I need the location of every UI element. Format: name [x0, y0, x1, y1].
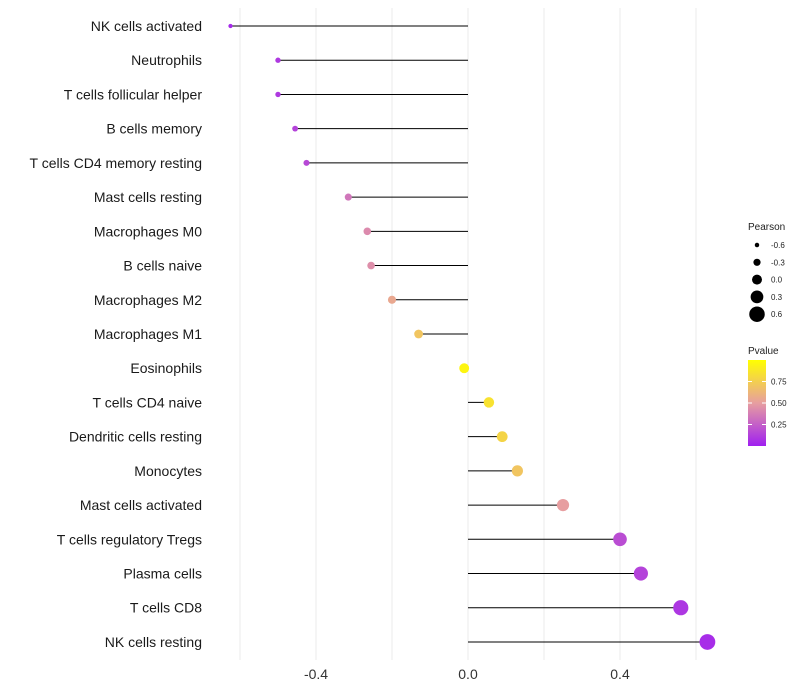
- size-legend-label: 0.6: [771, 310, 783, 319]
- colorbar-label: 0.75: [771, 378, 787, 387]
- x-tick-label: 0.4: [610, 666, 630, 682]
- category-label: T cells CD8: [130, 600, 202, 616]
- size-legend-dot: [753, 258, 761, 266]
- lollipop-point: [387, 295, 397, 304]
- grid-lines: [239, 8, 697, 660]
- lollipop-point: [275, 91, 281, 98]
- size-legend-label: -0.3: [771, 258, 785, 267]
- lollipop-point: [496, 431, 508, 443]
- lollipop-point: [613, 532, 627, 547]
- pvalue-colorbar: [748, 360, 766, 446]
- size-legend-dot: [752, 274, 762, 285]
- x-tick-label: 0.0: [458, 666, 478, 682]
- category-label: Macrophages M0: [94, 223, 202, 239]
- category-labels: NK cells activated Neutrophils T cells fol…: [30, 18, 203, 650]
- size-legend-dot: [750, 290, 764, 304]
- lollipop-point: [699, 634, 716, 650]
- size-legend-dot: [749, 306, 765, 322]
- category-label: T cells regulatory Tregs: [57, 531, 202, 547]
- lollipop-point: [633, 566, 648, 581]
- category-label: T cells CD4 naive: [93, 394, 203, 410]
- lollipop-point: [673, 600, 689, 616]
- lollipop-points: [228, 23, 716, 650]
- category-label: B cells naive: [123, 258, 202, 274]
- lollipop-point: [556, 498, 570, 512]
- colorbar-label: 0.50: [771, 399, 787, 408]
- category-label: NK cells activated: [91, 18, 202, 34]
- category-label: T cells follicular helper: [64, 86, 203, 102]
- color-legend-title: Pvalue: [748, 346, 779, 357]
- size-legend-label: 0.0: [771, 276, 783, 285]
- lollipop-point: [367, 261, 375, 270]
- category-label: B cells memory: [106, 121, 202, 137]
- category-label: Neutrophils: [131, 52, 202, 68]
- category-label: NK cells resting: [105, 634, 202, 650]
- colorbar-label: 0.25: [771, 421, 787, 430]
- lollipop-point: [459, 363, 470, 374]
- category-label: Dendritic cells resting: [69, 429, 202, 445]
- size-legend-label: -0.6: [771, 241, 785, 250]
- category-label: Mast cells resting: [94, 189, 202, 205]
- category-label: T cells CD4 memory resting: [30, 155, 202, 171]
- lollipop-point: [292, 125, 298, 132]
- category-label: Macrophages M2: [94, 292, 202, 308]
- lollipop-stems: [230, 25, 708, 643]
- category-label: Monocytes: [134, 463, 202, 479]
- lollipop-point: [228, 23, 233, 29]
- category-label: Mast cells activated: [80, 497, 202, 513]
- size-legend-dot: [754, 242, 760, 248]
- category-label: Macrophages M1: [94, 326, 202, 342]
- pearson-size-legend: Pearson -0.6 -0.3 0.0 0.3 0.6: [748, 222, 785, 322]
- category-label: Plasma cells: [123, 566, 202, 582]
- pvalue-color-legend: Pvalue 0.25 0.50 0.75: [748, 346, 787, 446]
- size-legend-label: 0.3: [771, 293, 783, 302]
- lollipop-point: [303, 159, 310, 166]
- lollipop-point: [275, 57, 281, 63]
- lollipop-point: [511, 465, 523, 477]
- lollipop-point: [344, 193, 352, 201]
- lollipop-point: [363, 227, 372, 236]
- lollipop-point: [483, 397, 495, 408]
- lollipop-point: [414, 329, 423, 339]
- size-legend-title: Pearson: [748, 222, 785, 233]
- x-axis-ticks: -0.4 0.0 0.4: [304, 666, 630, 682]
- category-label: Eosinophils: [130, 360, 202, 376]
- x-tick-label: -0.4: [304, 666, 328, 682]
